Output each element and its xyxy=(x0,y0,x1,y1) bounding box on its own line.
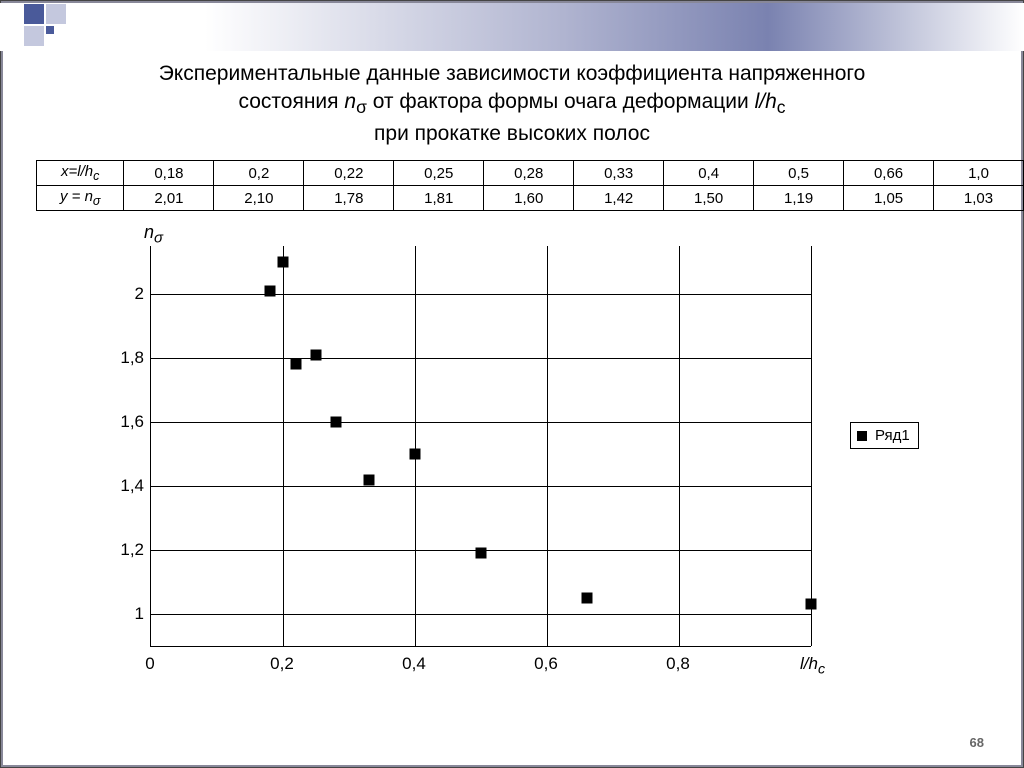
page-number: 68 xyxy=(970,735,984,750)
scatter-marker xyxy=(264,285,275,296)
banner-square xyxy=(46,4,66,24)
chart: nσ Ряд1 1 1,2 1,4 1,6 1,8 2 0 0,2 0,4 0,6 0,8 l/hс xyxy=(60,222,960,692)
table-cell: 0,66 xyxy=(844,161,934,186)
table-cell: 1,50 xyxy=(664,186,754,211)
table-cell: 1,81 xyxy=(394,186,484,211)
grid-line-v xyxy=(679,246,680,646)
table-cell: 0,5 xyxy=(754,161,844,186)
grid-line-v xyxy=(415,246,416,646)
x-tick-label: 0 xyxy=(135,654,165,674)
x-tick-label: 0,6 xyxy=(531,654,561,674)
grid-line-h xyxy=(151,422,811,423)
x-tick-label: 0,8 xyxy=(663,654,693,674)
table-row: y = nσ2,012,101,781,811,601,421,501,191,… xyxy=(37,186,1024,211)
row-label: y = nσ xyxy=(37,186,124,211)
grid-line-h xyxy=(151,614,811,615)
y-tick-label: 1,6 xyxy=(108,412,144,432)
y-axis-label: nσ xyxy=(144,222,163,247)
title-line2: состояния nσ от фактора формы очага дефо… xyxy=(238,90,785,113)
table-cell: 0,4 xyxy=(664,161,754,186)
data-table: x=l/hс0,180,20,220,250,280,330,40,50,661… xyxy=(36,160,1024,211)
grid-line-v xyxy=(283,246,284,646)
table-cell: 1,05 xyxy=(844,186,934,211)
legend-label: Ряд1 xyxy=(875,427,910,444)
scatter-marker xyxy=(476,548,487,559)
scatter-marker xyxy=(806,599,817,610)
banner-square xyxy=(24,4,44,24)
y-tick-label: 1,4 xyxy=(108,476,144,496)
table-cell: 0,28 xyxy=(484,161,574,186)
table-cell: 1,19 xyxy=(754,186,844,211)
scatter-marker xyxy=(581,593,592,604)
scatter-marker xyxy=(311,349,322,360)
banner-gradient xyxy=(0,3,1024,51)
slide-title: Экспериментальные данные зависимости коэ… xyxy=(0,60,1024,149)
banner-square xyxy=(46,26,54,34)
banner-square xyxy=(24,26,44,46)
y-tick-label: 1,2 xyxy=(108,540,144,560)
table-cell: 2,10 xyxy=(214,186,304,211)
x-tick-label: 0,4 xyxy=(399,654,429,674)
grid-line-h xyxy=(151,358,811,359)
table-row: x=l/hс0,180,20,220,250,280,330,40,50,661… xyxy=(37,161,1024,186)
y-tick-label: 2 xyxy=(108,284,144,304)
table-cell: 1,0 xyxy=(934,161,1024,186)
legend-marker xyxy=(857,431,867,441)
table-cell: 1,78 xyxy=(304,186,394,211)
grid-line-v xyxy=(811,246,812,646)
table-cell: 0,33 xyxy=(574,161,664,186)
data-table-body: x=l/hс0,180,20,220,250,280,330,40,50,661… xyxy=(37,161,1024,211)
table-cell: 2,01 xyxy=(124,186,214,211)
table-cell: 0,22 xyxy=(304,161,394,186)
title-line1: Экспериментальные данные зависимости коэ… xyxy=(159,62,866,85)
grid-line-h xyxy=(151,294,811,295)
scatter-marker xyxy=(363,474,374,485)
table-cell: 1,60 xyxy=(484,186,574,211)
row-label: x=l/hс xyxy=(37,161,124,186)
table-cell: 0,2 xyxy=(214,161,304,186)
grid-line-h xyxy=(151,486,811,487)
y-tick-label: 1,8 xyxy=(108,348,144,368)
table-cell: 0,25 xyxy=(394,161,484,186)
scatter-marker xyxy=(330,417,341,428)
scatter-marker xyxy=(410,449,421,460)
table-cell: 1,03 xyxy=(934,186,1024,211)
x-axis-label: l/hс xyxy=(800,654,825,677)
scatter-marker xyxy=(278,257,289,268)
y-tick-label: 1 xyxy=(108,604,144,624)
grid-line-v xyxy=(547,246,548,646)
scatter-marker xyxy=(291,359,302,370)
legend: Ряд1 xyxy=(850,422,919,449)
plot-area xyxy=(150,246,811,647)
table-cell: 0,18 xyxy=(124,161,214,186)
x-tick-label: 0,2 xyxy=(267,654,297,674)
table-cell: 1,42 xyxy=(574,186,664,211)
title-line3: при прокатке высоких полос xyxy=(374,122,650,145)
slide: Экспериментальные данные зависимости коэ… xyxy=(0,0,1024,768)
